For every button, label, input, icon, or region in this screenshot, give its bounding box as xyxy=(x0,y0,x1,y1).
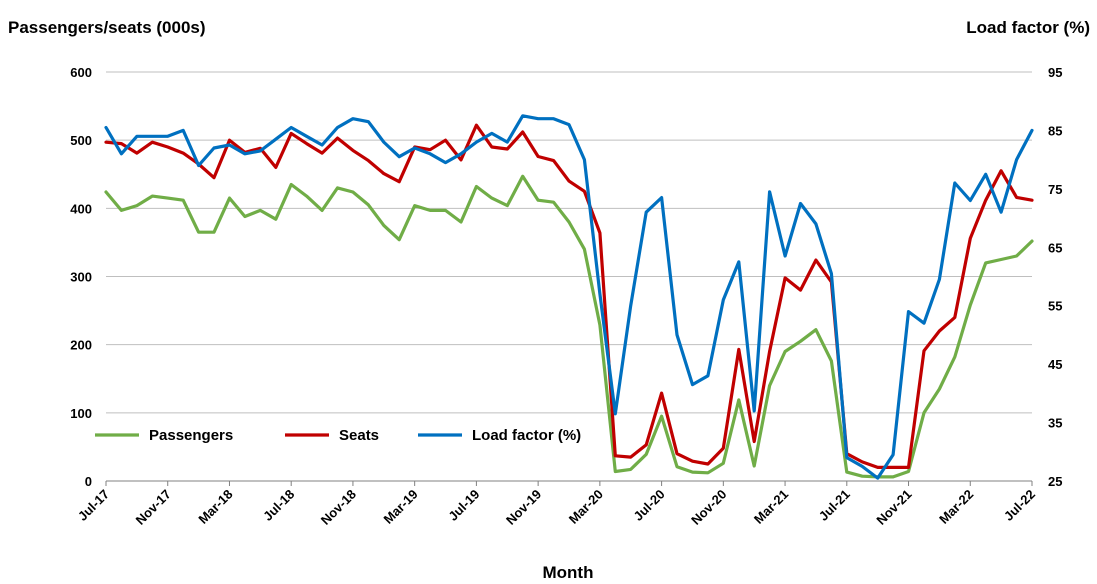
gridlines xyxy=(106,71,1032,414)
x-tick-label: Jul-17 xyxy=(75,487,112,524)
legend-label: Seats xyxy=(339,427,379,444)
x-tick-label: Nov-21 xyxy=(873,487,914,528)
right-tick-label: 75 xyxy=(1048,182,1062,197)
series-lines xyxy=(104,114,1034,480)
left-tick-label: 500 xyxy=(70,133,92,148)
x-tick-label: Mar-21 xyxy=(751,487,791,527)
right-axis-ticks: 25 35 45 55 65 75 85 95 xyxy=(1048,65,1062,489)
x-tick-label: Jul-21 xyxy=(816,487,853,524)
right-tick-label: 95 xyxy=(1048,65,1062,80)
x-tick-label: Mar-20 xyxy=(566,487,606,527)
x-tick-label: Nov-20 xyxy=(688,487,729,528)
right-tick-label: 35 xyxy=(1048,416,1062,431)
left-axis-title: Passengers/seats (000s) xyxy=(8,18,206,37)
left-tick-label: 300 xyxy=(70,270,92,285)
left-tick-label: 100 xyxy=(70,406,92,421)
series-line-seats xyxy=(104,123,1034,469)
left-tick-label: 400 xyxy=(70,201,92,216)
right-tick-label: 25 xyxy=(1048,474,1062,489)
legend-label: Passengers xyxy=(149,427,233,444)
x-tick-label: Jul-20 xyxy=(631,487,668,524)
x-tick-label: Mar-22 xyxy=(936,487,976,527)
left-tick-label: 0 xyxy=(85,474,92,489)
right-tick-label: 55 xyxy=(1048,299,1062,314)
left-tick-label: 200 xyxy=(70,338,92,353)
x-tick-label: Jul-18 xyxy=(260,487,297,524)
left-tick-label: 600 xyxy=(70,65,92,80)
x-axis-title: Month xyxy=(543,563,594,582)
x-tick-label: Jul-22 xyxy=(1001,487,1038,524)
series-line-load-factor xyxy=(104,114,1034,480)
left-axis-ticks: 0 100 200 300 400 500 600 xyxy=(70,65,92,489)
x-tick-label: Nov-18 xyxy=(318,487,359,528)
x-tick-label: Jul-19 xyxy=(445,487,482,524)
right-tick-label: 45 xyxy=(1048,357,1062,372)
legend: Passengers Seats Load factor (%) xyxy=(95,427,581,444)
x-tick-label: Mar-18 xyxy=(195,487,235,527)
x-tick-label: Nov-19 xyxy=(503,487,544,528)
right-tick-label: 85 xyxy=(1048,123,1062,138)
right-tick-label: 65 xyxy=(1048,240,1062,255)
x-tick-label: Nov-17 xyxy=(133,487,174,528)
legend-label: Load factor (%) xyxy=(472,427,581,444)
right-axis-title: Load factor (%) xyxy=(966,18,1090,37)
x-tick-label: Mar-19 xyxy=(381,487,421,527)
x-axis-ticks: Jul-17 Nov-17 Mar-18 Jul-18 Nov-18 Mar-19 Jul-… xyxy=(75,481,1038,528)
